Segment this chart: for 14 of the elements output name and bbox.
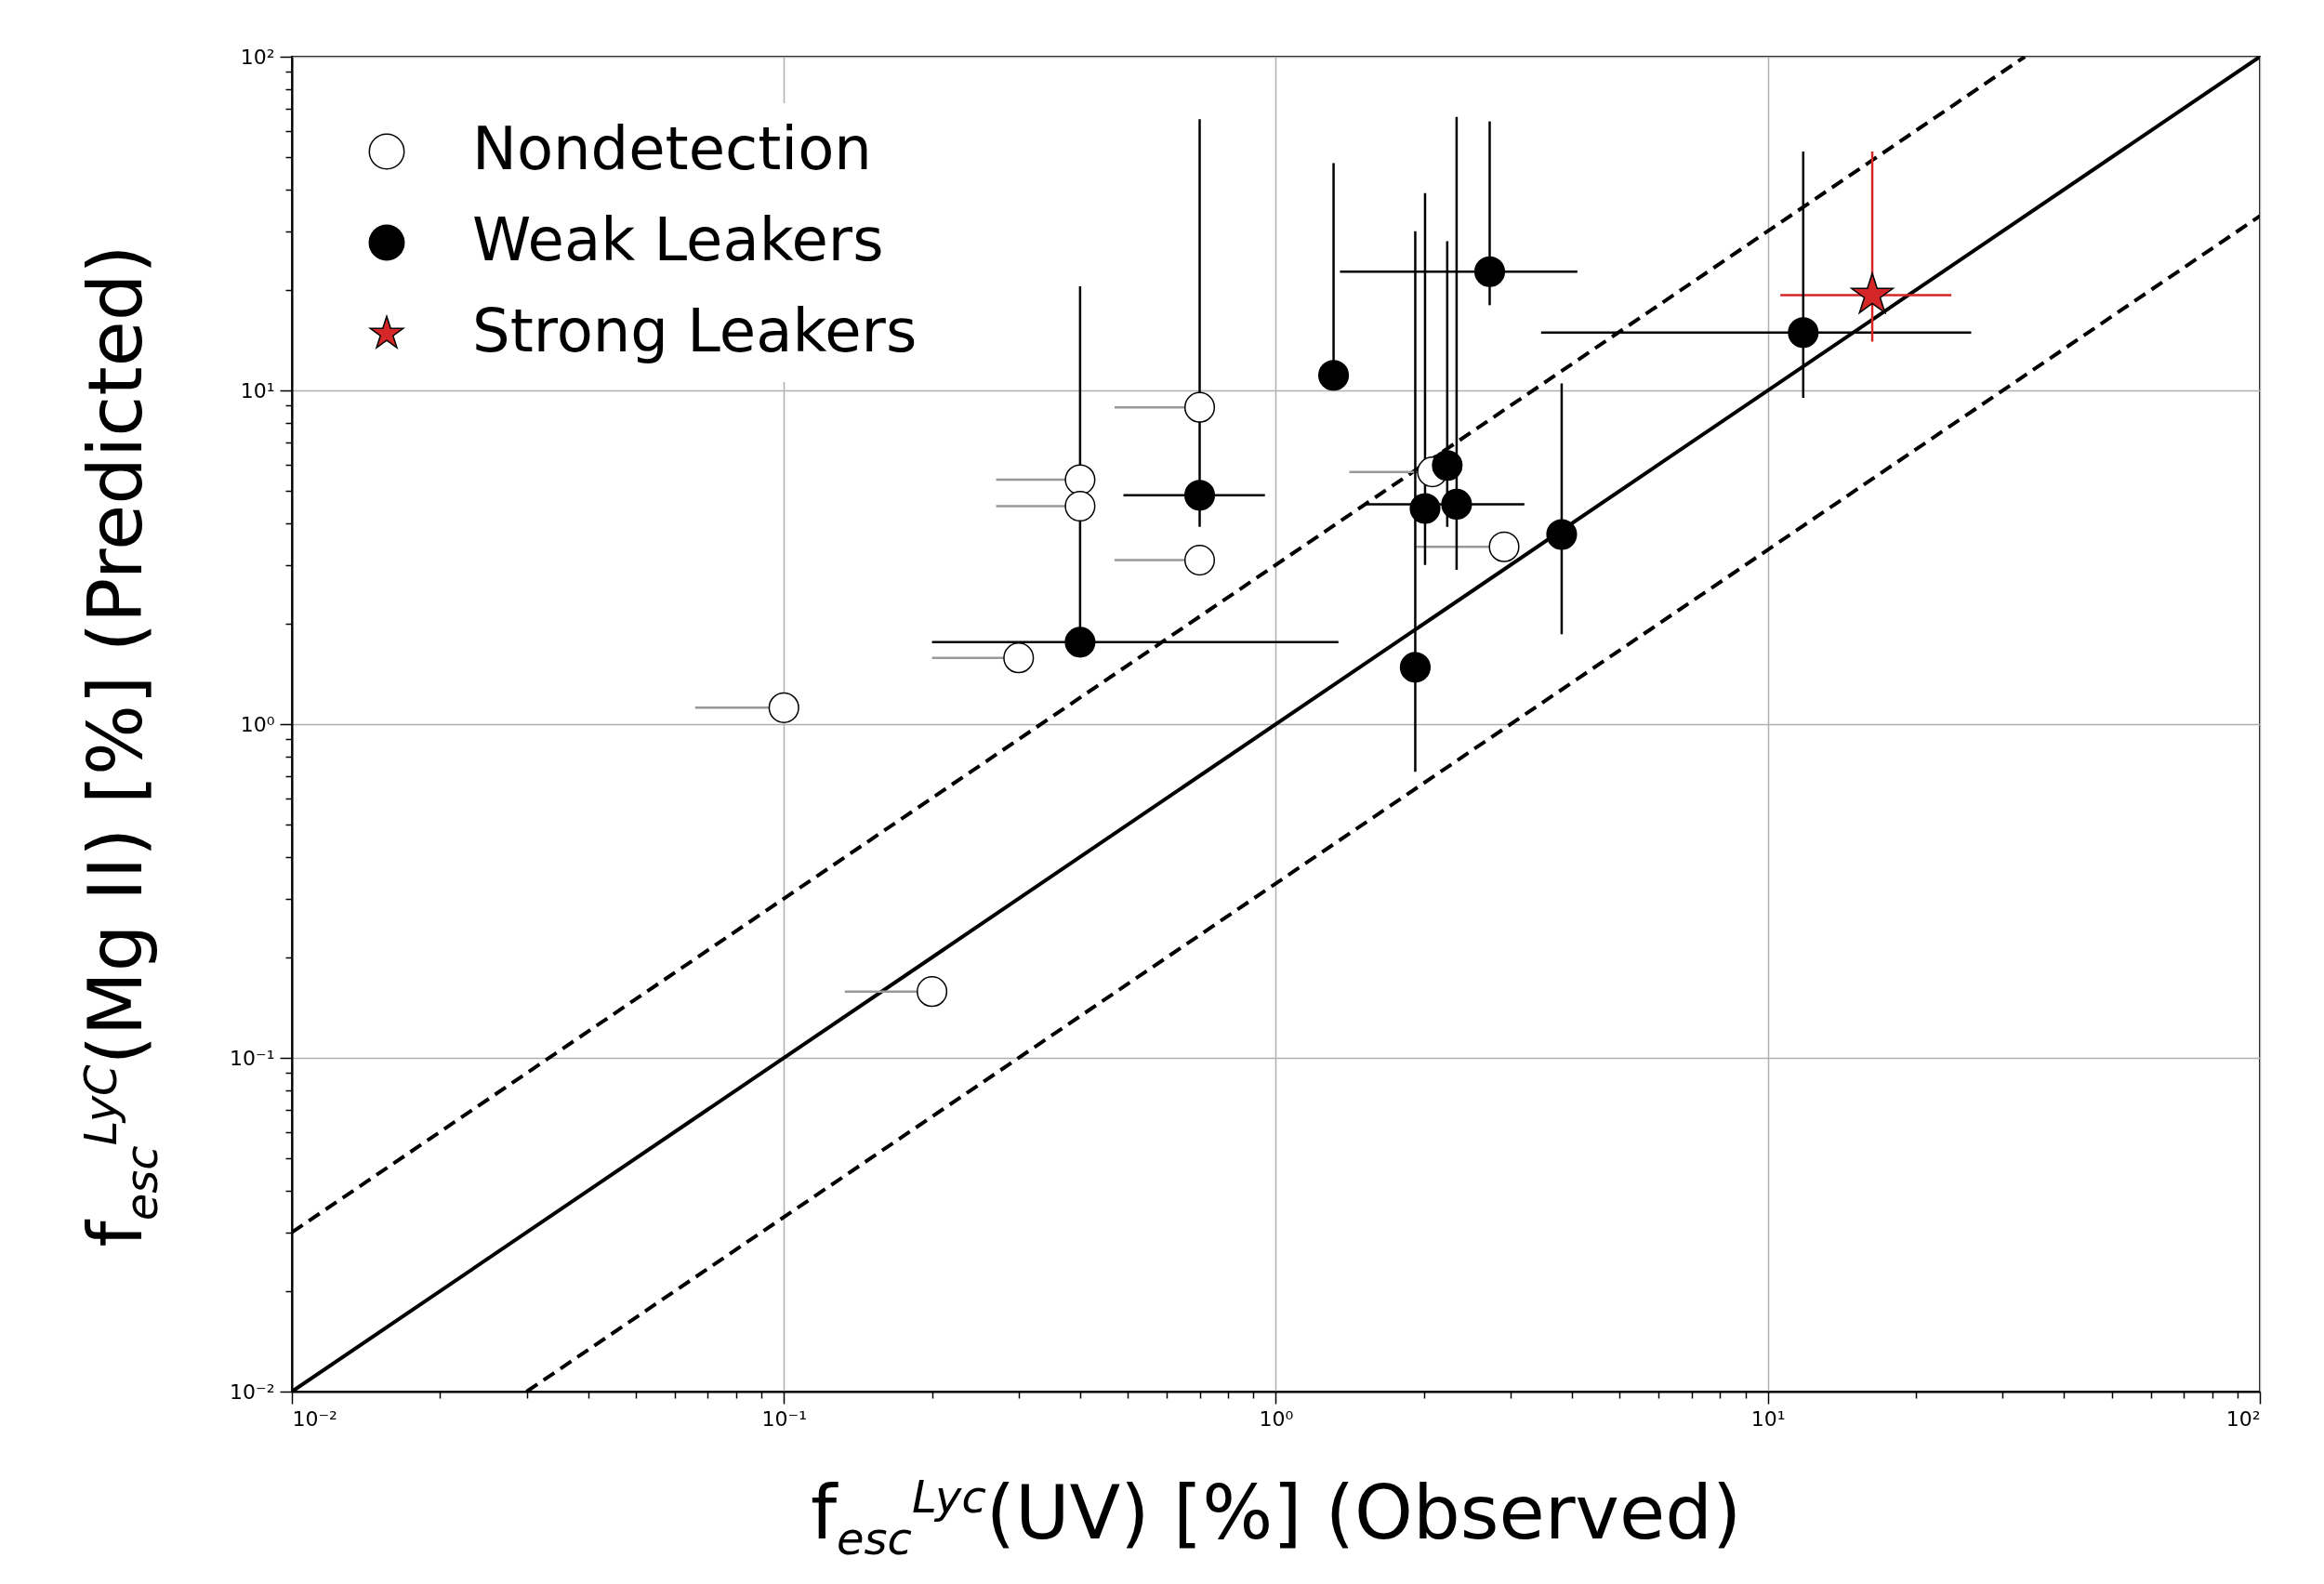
legend-label: Nondetection (472, 114, 872, 183)
x-tick-label: 10⁻² (292, 1406, 337, 1431)
y-tick-label: 10⁻² (230, 1379, 275, 1404)
legend-label: Strong Leakers (472, 297, 918, 365)
x-axis-title: f$_{esc}$$^{Lyc}$(UV) [%] (Observed) (809, 1468, 1743, 1566)
y-tick-label: 10¹ (240, 378, 275, 403)
y-tick-label: 10⁻¹ (230, 1046, 275, 1070)
y-tick-label: 10² (240, 45, 275, 69)
x-tick-label: 10¹ (1750, 1406, 1786, 1431)
y-tick-label: 10⁰ (240, 712, 275, 736)
x-tick-label: 10⁰ (1259, 1406, 1294, 1431)
legend-label: Weak Leakers (472, 205, 884, 274)
x-tick-label: 10² (2225, 1406, 2261, 1431)
x-tick-label: 10⁻¹ (761, 1406, 807, 1431)
